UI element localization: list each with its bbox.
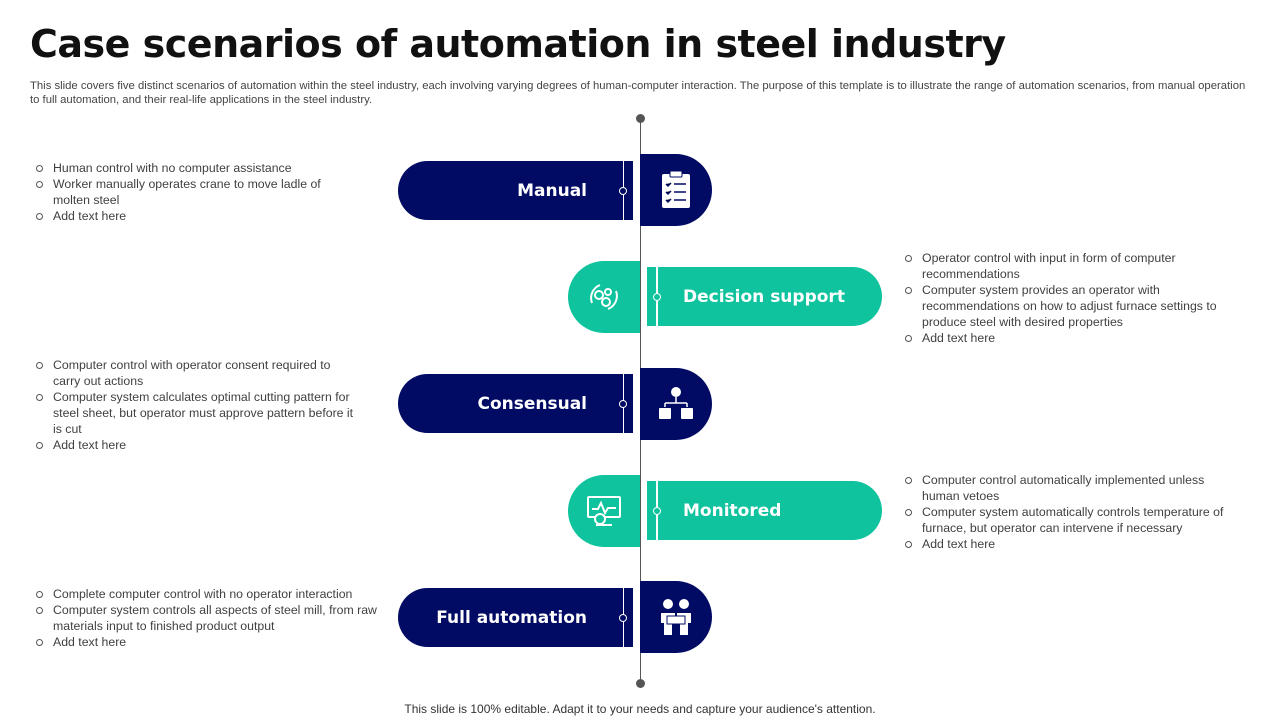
gears-cycle-icon	[568, 261, 640, 333]
timeline-start-dot	[636, 114, 645, 123]
full-automation-bullets: Complete computer control with no operat…	[36, 586, 386, 650]
bullet: Computer system provides an operator wit…	[905, 282, 1245, 330]
bullet: Computer system calculates optimal cutti…	[36, 389, 356, 437]
bullet: Add text here	[905, 330, 1245, 346]
bullet: Computer system automatically controls t…	[905, 504, 1245, 536]
page-title: Case scenarios of automation in steel in…	[30, 22, 1006, 66]
bullet: Computer control automatically implement…	[905, 472, 1245, 504]
bullet: Add text here	[36, 437, 356, 453]
monitor-chart-icon	[568, 475, 640, 547]
scenario-label: Monitored	[683, 500, 782, 521]
scenario-manual: Manual	[398, 161, 633, 220]
scenario-decision-support: Decision support	[647, 267, 882, 326]
bullet: Worker manually operates crane to move l…	[36, 176, 346, 208]
scenario-label: Consensual	[477, 393, 587, 414]
scenario-label: Decision support	[683, 286, 845, 307]
scenario-monitored: Monitored	[647, 481, 882, 540]
subtitle: This slide covers five distinct scenario…	[30, 80, 1246, 106]
bullet: Computer system controls all aspects of …	[36, 602, 386, 634]
scenario-label: Manual	[517, 180, 587, 201]
clipboard-checklist-icon	[640, 154, 712, 226]
scenario-consensual: Consensual	[398, 374, 633, 433]
scenario-label: Full automation	[436, 607, 587, 628]
scenario-full-automation: Full automation	[398, 588, 633, 647]
bullet: Computer control with operator consent r…	[36, 357, 356, 389]
monitored-bullets: Computer control automatically implement…	[905, 472, 1245, 552]
bullet: Add text here	[36, 208, 346, 224]
timeline-end-dot	[636, 679, 645, 688]
decision-support-bullets: Operator control with input in form of c…	[905, 250, 1245, 346]
manual-bullets: Human control with no computer assistanc…	[36, 160, 346, 224]
bullet: Operator control with input in form of c…	[905, 250, 1245, 282]
bullet: Human control with no computer assistanc…	[36, 160, 346, 176]
bullet: Add text here	[905, 536, 1245, 552]
bullet: Complete computer control with no operat…	[36, 586, 386, 602]
footer-note: This slide is 100% editable. Adapt it to…	[404, 702, 876, 716]
bullet: Add text here	[36, 634, 386, 650]
workers-icon	[640, 581, 712, 653]
consensual-bullets: Computer control with operator consent r…	[36, 357, 356, 453]
hierarchy-people-icon	[640, 368, 712, 440]
